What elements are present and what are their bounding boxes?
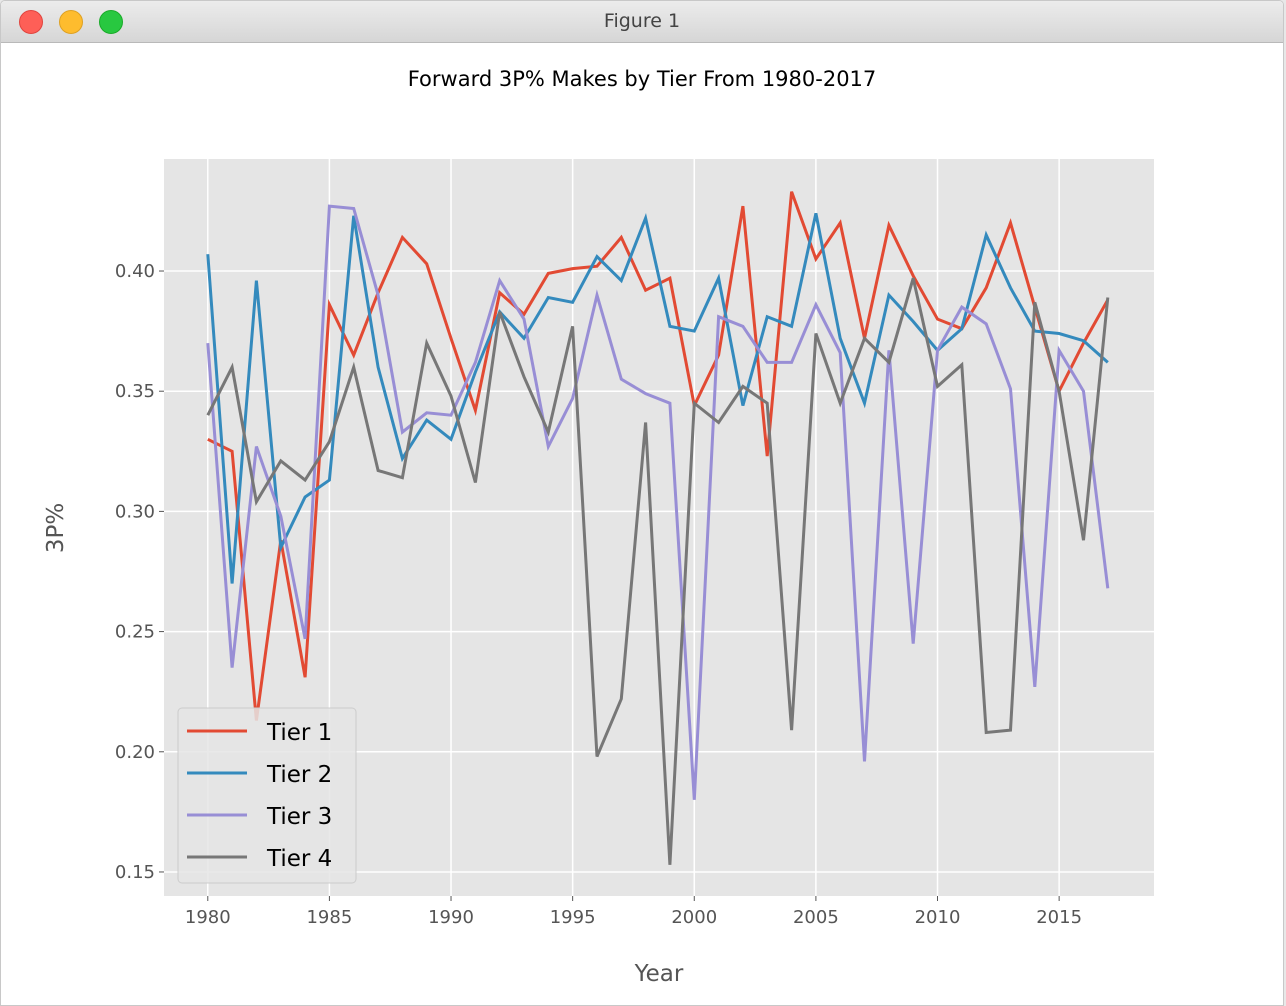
chart-title: Forward 3P% Makes by Tier From 1980-2017 [408,67,877,91]
series-line-tier-2 [206,212,1109,584]
legend-label: Tier 3 [266,804,332,830]
legend: Tier 1 Tier 2 Tier 3 Tier 4 [177,707,357,884]
legend-label: Tier 4 [266,846,332,872]
x-tick-label: 2010 [915,907,961,928]
maximize-button[interactable] [99,10,123,34]
x-tick-label: 1995 [550,907,596,928]
legend-label: Tier 1 [266,720,332,746]
x-tick-label: 2000 [671,907,717,928]
title-bar: Figure 1 [1,1,1283,43]
axis-ticks: 1980 1985 1990 1995 2000 2005 2010 2015 0.15 0.20… [115,261,1082,928]
line-chart: Forward 3P% Makes by Tier From 1980-2017… [43,67,1154,987]
legend-label: Tier 2 [266,762,332,788]
series-line-tier-1 [207,191,1110,721]
x-tick-label: 1985 [306,907,352,928]
y-axis-label: 3P% [43,503,69,553]
minimize-button[interactable] [59,10,83,34]
window-title: Figure 1 [603,10,681,32]
series-line-tier-3 [206,204,1110,800]
legend-box [177,707,357,884]
y-tick-label: 0.25 [115,622,155,643]
x-tick-label: 2005 [793,907,839,928]
y-tick-label: 0.35 [115,381,155,402]
x-tick-label: 2015 [1036,907,1082,928]
x-tick-label: 1990 [428,907,474,928]
x-tick-label: 1980 [185,907,231,928]
y-tick-label: 0.15 [115,862,155,883]
y-tick-label: 0.20 [115,742,155,763]
x-axis-label: Year [634,961,684,987]
y-tick-label: 0.40 [115,261,155,282]
series-line-tier-4 [206,277,1110,865]
series-lines [206,191,1110,865]
y-tick-label: 0.30 [115,501,155,522]
close-button[interactable] [19,10,43,34]
